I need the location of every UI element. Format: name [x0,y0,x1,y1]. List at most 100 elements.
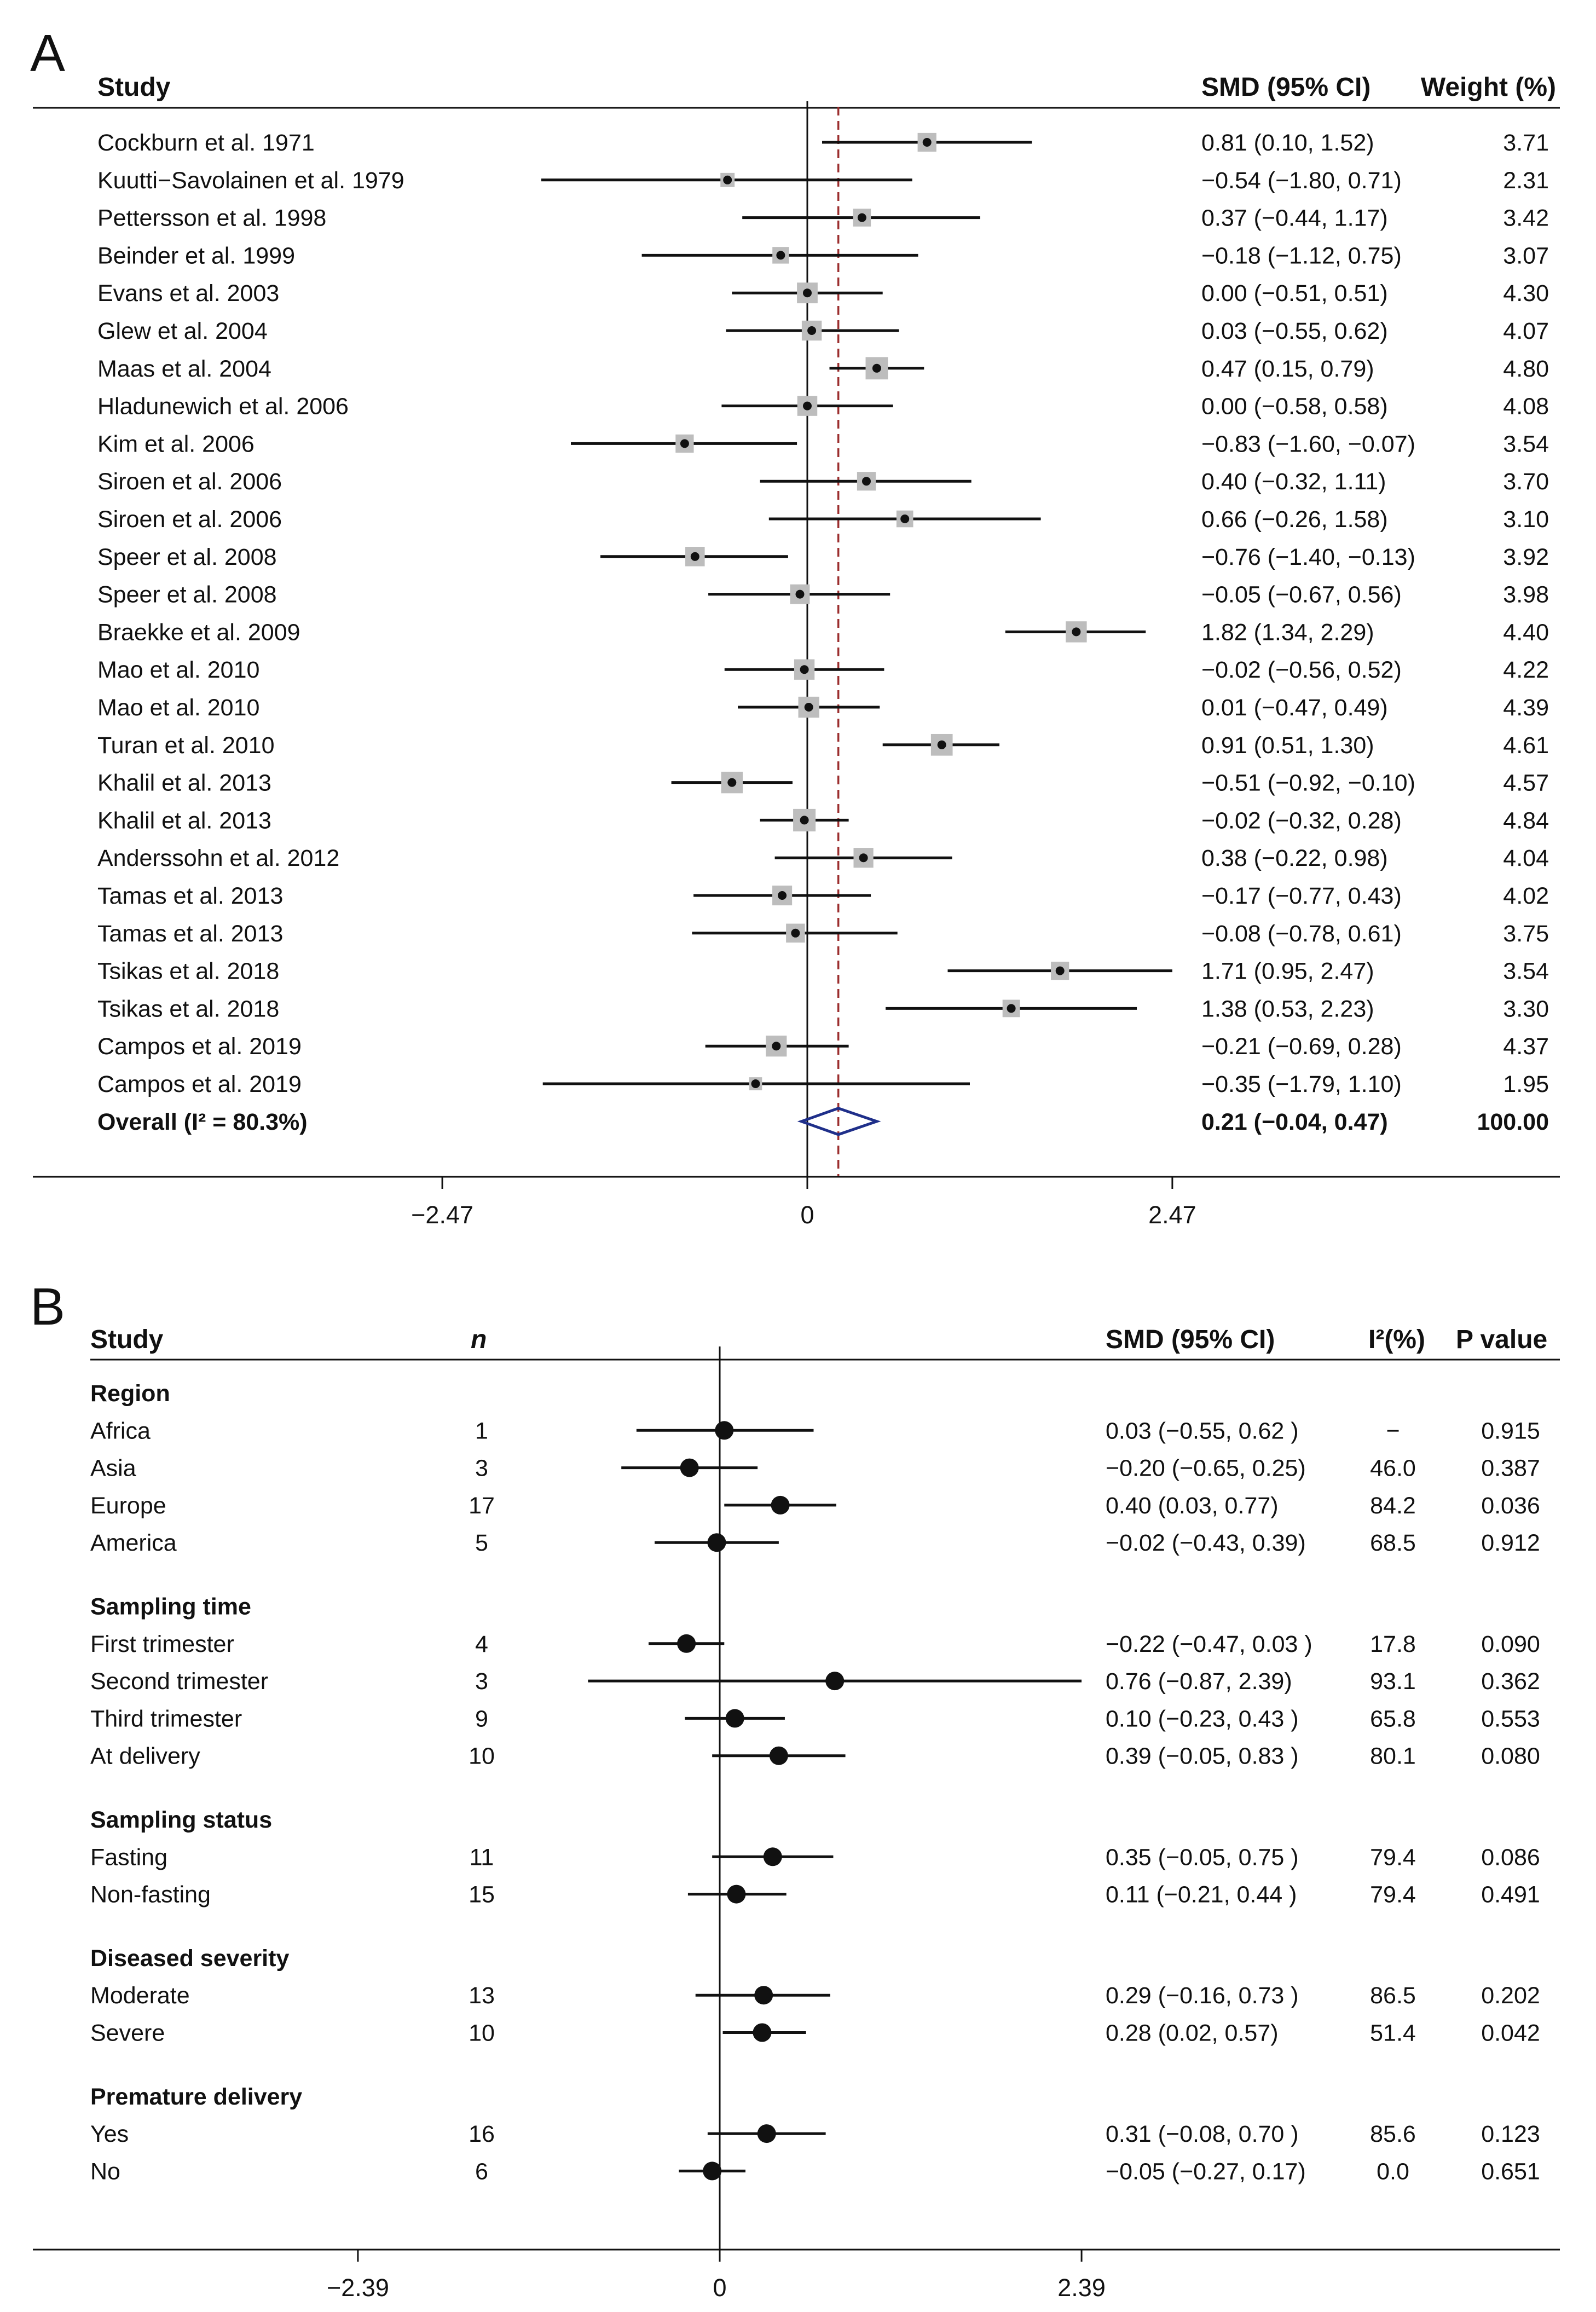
i2-value: 51.4 [1370,2020,1416,2047]
subgroup-row: Fasting 11 0.35 (−0.05, 0.75 ) 79.4 0.086 [90,1844,1540,1870]
p-value: 0.123 [1481,2121,1540,2147]
smd-ci-value: 0.40 (0.03, 0.77) [1106,1493,1279,1519]
subgroup-row: Third trimester 9 0.10 (−0.23, 0.43 ) 65.8 0… [90,1706,1540,1732]
header-i2: I²(%) [1368,1325,1425,1354]
study-row: Campos et al. 2019 −0.35 (−1.79, 1.10) 1.9… [97,1071,1549,1097]
study-row: Evans et al. 2003 0.00 (−0.51, 0.51) 4.30 [97,280,1549,307]
point-estimate [771,1495,790,1515]
point-estimate [727,778,737,787]
row-label: America [90,1530,177,1556]
point-estimate [723,175,732,184]
smd-ci-value: 0.29 (−0.16, 0.73 ) [1106,1982,1299,2009]
study-row: Mao et al. 2010 −0.02 (−0.56, 0.52) 4.22 [97,657,1549,683]
subgroup: Diseased severity Moderate 13 0.29 (−0.16, … [90,1945,1540,2047]
study-row: Anderssohn et al. 2012 0.38 (−0.22, 0.98)… [97,845,1549,871]
row-n: 3 [475,1668,488,1695]
i2-value: 17.8 [1370,1631,1416,1657]
point-estimate [707,1533,726,1552]
smd-ci-value: 1.82 (1.34, 2.29) [1201,619,1374,645]
study-row: Maas et al. 2004 0.47 (0.15, 0.79) 4.80 [97,356,1549,382]
row-label: Fasting [90,1844,167,1870]
study-row: Pettersson et al. 1998 0.37 (−0.44, 1.17)… [97,205,1549,232]
smd-ci-value: 0.10 (−0.23, 0.43 ) [1106,1706,1299,1732]
weight-value: 4.61 [1503,732,1549,759]
point-estimate [727,1885,746,1904]
smd-ci-value: −0.08 (−0.78, 0.61) [1201,921,1402,947]
study-label: Khalil et al. 2013 [97,770,271,796]
subgroup: Premature delivery Yes 16 0.31 (−0.08, 0.70… [90,2084,1540,2185]
point-estimate [800,816,809,825]
p-value: 0.090 [1481,1631,1540,1657]
study-label: Tsikas et al. 2018 [97,958,279,985]
smd-ci-value: −0.22 (−0.47, 0.03 ) [1106,1631,1312,1657]
study-row: Siroen et al. 2006 0.40 (−0.32, 1.11) 3.70 [97,469,1549,495]
header-weight: Weight (%) [1421,73,1556,102]
smd-ci-value: 0.00 (−0.51, 0.51) [1201,280,1388,307]
row-label: Yes [90,2121,129,2147]
study-row: Cockburn et al. 1971 0.81 (0.10, 1.52) 3.7… [97,130,1549,156]
i2-value: 46.0 [1370,1455,1416,1482]
weight-value: 4.40 [1503,619,1549,645]
panel-label-a: A [30,24,65,83]
smd-ci-value: −0.05 (−0.67, 0.56) [1201,582,1402,608]
smd-ci-value: −0.18 (−1.12, 0.75) [1201,242,1402,269]
row-label: Third trimester [90,1706,242,1732]
weight-value: 3.30 [1503,996,1549,1022]
p-value: 0.651 [1481,2158,1540,2184]
weight-value: 1.95 [1503,1071,1549,1097]
study-label: Tsikas et al. 2018 [97,996,279,1022]
study-row: Hladunewich et al. 2006 0.00 (−0.58, 0.58… [97,394,1549,420]
p-value: 0.036 [1481,1493,1540,1519]
i2-value: 65.8 [1370,1706,1416,1732]
point-estimate [1007,1004,1016,1013]
panel-a-forest-plot: Study SMD (95% CI) Weight (%) Cockburn et a… [33,73,1560,1229]
header-smd-ci: SMD (95% CI) [1201,73,1371,102]
smd-ci-value: 0.11 (−0.21, 0.44 ) [1106,1882,1297,1908]
row-n: 1 [475,1418,488,1444]
smd-ci-value: −0.05 (−0.27, 0.17) [1106,2158,1306,2184]
smd-ci-value: 0.03 (−0.55, 0.62 ) [1106,1418,1299,1444]
point-estimate [857,213,866,222]
study-label: Glew et al. 2004 [97,318,268,344]
smd-ci-value: 0.76 (−0.87, 2.39) [1106,1668,1292,1695]
point-estimate [1055,966,1065,975]
study-row: Tamas et al. 2013 −0.17 (−0.77, 0.43) 4.02 [97,883,1549,909]
p-value: 0.042 [1481,2020,1540,2047]
subgroup: Region Africa 1 0.03 (−0.55, 0.62 ) − 0.915 As… [90,1380,1540,1556]
subgroup-title: Premature delivery [90,2084,302,2110]
study-label: Mao et al. 2010 [97,695,259,721]
row-n: 6 [475,2158,488,2184]
subgroup-row: Yes 16 0.31 (−0.08, 0.70 ) 85.6 0.123 [90,2121,1540,2147]
study-row: Tsikas et al. 2018 1.71 (0.95, 2.47) 3.54 [97,958,1549,985]
row-label: Africa [90,1418,151,1444]
point-estimate [776,251,785,260]
weight-value: 3.75 [1503,921,1549,947]
point-estimate [922,138,932,147]
point-estimate [778,891,787,900]
row-label: Non-fasting [90,1882,211,1908]
row-n: 13 [469,1982,495,2009]
row-n: 17 [469,1493,495,1519]
study-label: Tamas et al. 2013 [97,921,283,947]
x-tick-label: 2.39 [1057,2274,1106,2302]
smd-ci-value: −0.83 (−1.60, −0.07) [1201,431,1415,457]
study-label: Evans et al. 2003 [97,280,279,307]
point-estimate [703,2161,722,2181]
row-n: 11 [470,1844,494,1870]
overall-smd-ci: 0.21 (−0.04, 0.47) [1201,1109,1388,1135]
smd-ci-value: 0.38 (−0.22, 0.98) [1201,845,1388,871]
smd-ci-value: −0.02 (−0.56, 0.52) [1201,657,1402,683]
study-label: Campos et al. 2019 [97,1033,302,1060]
study-row: Braekke et al. 2009 1.82 (1.34, 2.29) 4.40 [97,619,1549,645]
point-estimate [763,1847,782,1866]
header-study: Study [97,73,171,102]
row-n: 5 [475,1530,488,1556]
x-tick-label: 0 [713,2274,726,2302]
smd-ci-value: 0.28 (0.02, 0.57) [1106,2020,1279,2047]
study-label: Speer et al. 2008 [97,544,277,570]
study-label: Khalil et al. 2013 [97,807,271,834]
row-n: 3 [475,1455,488,1482]
weight-value: 4.22 [1503,657,1549,683]
i2-value: 79.4 [1370,1844,1416,1870]
smd-ci-value: −0.02 (−0.32, 0.28) [1201,807,1402,834]
